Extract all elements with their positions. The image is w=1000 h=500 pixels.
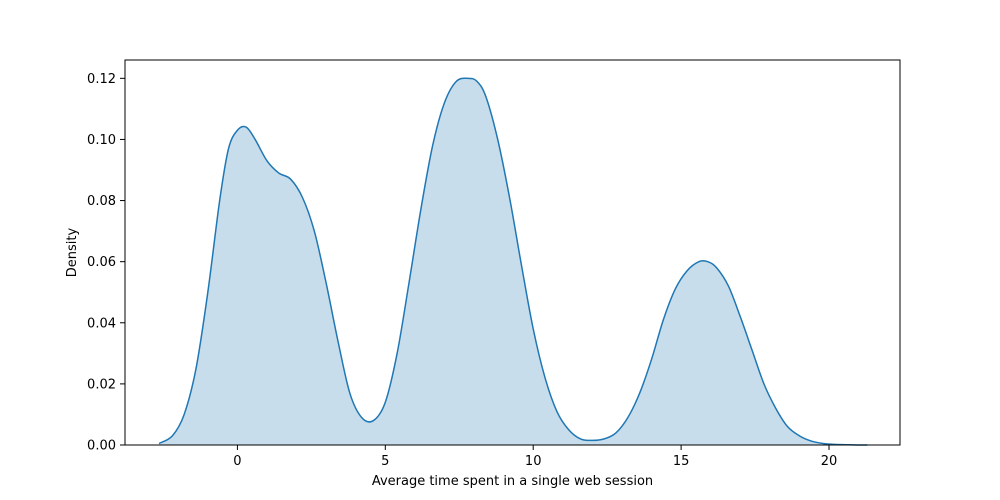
x-tick-label: 10 bbox=[525, 454, 542, 469]
y-tick-label: 0.10 bbox=[87, 133, 116, 148]
density-fill-0 bbox=[159, 78, 868, 446]
y-tick-label: 0.04 bbox=[87, 316, 116, 331]
y-tick-label: 0.06 bbox=[87, 255, 116, 270]
y-tick-label: 0.02 bbox=[87, 377, 116, 392]
x-tick-label: 0 bbox=[233, 454, 241, 469]
x-tick-label: 15 bbox=[673, 454, 690, 469]
x-axis: 0 5 10 15 20 bbox=[233, 445, 837, 469]
y-axis-label: Density bbox=[65, 227, 80, 277]
y-tick-label: 0.08 bbox=[87, 194, 116, 209]
density-fill-area bbox=[159, 78, 868, 446]
x-tick-label: 20 bbox=[821, 454, 838, 469]
x-axis-label: Average time spent in a single web sessi… bbox=[372, 474, 653, 489]
y-tick-label: 0.12 bbox=[87, 72, 116, 87]
density-curve bbox=[158, 77, 868, 446]
y-axis: 0.00 0.02 0.04 0.06 0.08 0.10 0.12 bbox=[87, 72, 125, 454]
y-tick-label: 0.00 bbox=[87, 439, 116, 454]
plot-frame bbox=[124, 59, 901, 446]
x-tick-label: 5 bbox=[381, 454, 389, 469]
density-line-0 bbox=[158, 77, 868, 446]
